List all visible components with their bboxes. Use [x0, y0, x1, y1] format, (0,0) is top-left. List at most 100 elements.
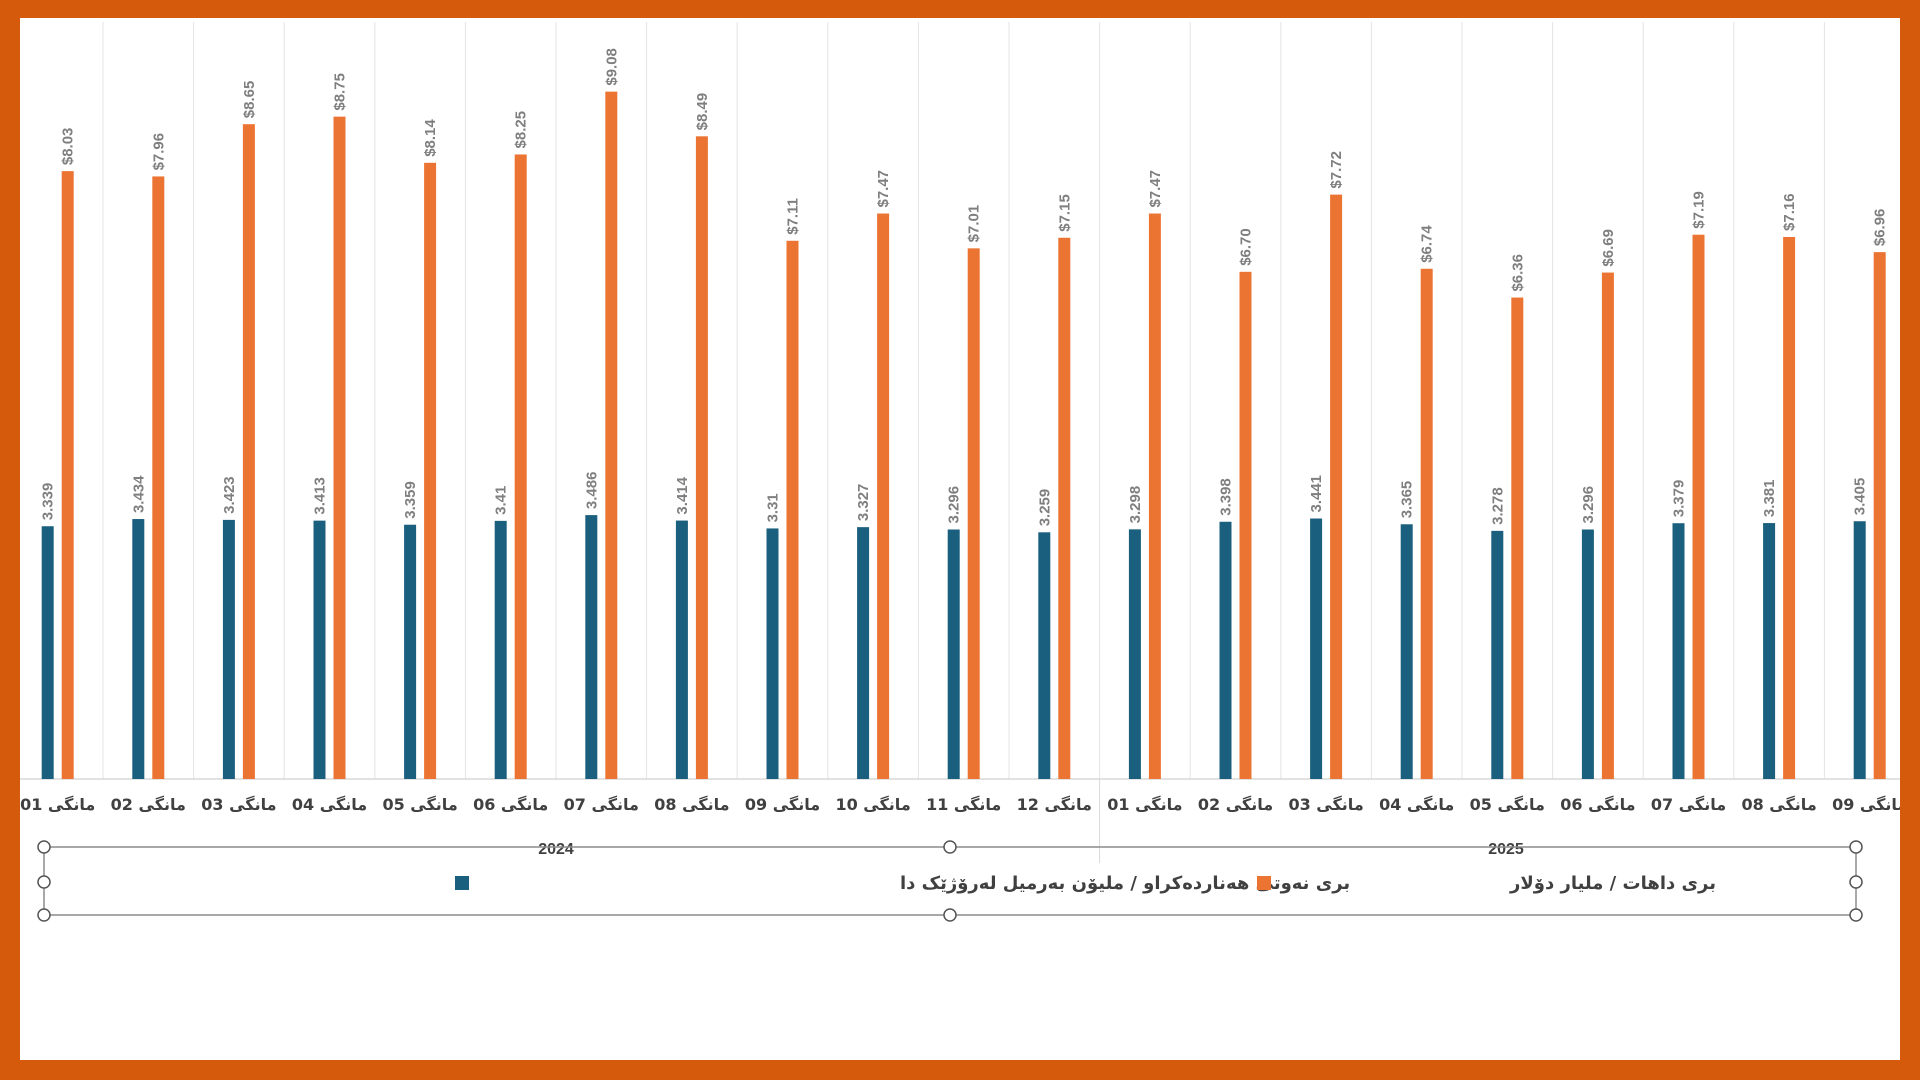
data-label: $8.49	[694, 93, 711, 131]
data-label: 3.414	[674, 476, 691, 514]
bar-oil-export	[1581, 529, 1594, 779]
x-tick-label: مانگی 02	[111, 795, 186, 814]
bar-revenue	[1601, 272, 1614, 779]
data-label: 3.41	[493, 486, 510, 515]
bar-revenue	[242, 124, 255, 779]
x-tick-label: مانگی 08	[654, 795, 729, 814]
x-tick-label: مانگی 01	[1107, 795, 1182, 814]
bar-oil-export	[404, 524, 417, 779]
bar-revenue	[152, 176, 165, 780]
data-label: 3.379	[1671, 480, 1688, 518]
bar-oil-export	[766, 528, 779, 779]
selection-handle[interactable]	[37, 840, 51, 854]
bar-oil-export	[1128, 529, 1141, 779]
legend-swatch	[455, 876, 469, 890]
data-label: $8.25	[513, 111, 530, 149]
data-label: 3.298	[1127, 486, 1144, 524]
data-label: 3.296	[946, 486, 963, 524]
bar-revenue	[424, 162, 437, 779]
x-tick-label: مانگی 03	[1288, 795, 1363, 814]
bar-revenue	[877, 213, 890, 779]
x-tick-label: مانگی 05	[382, 795, 457, 814]
data-label: $8.03	[60, 128, 77, 166]
selection-handle[interactable]	[1849, 908, 1863, 922]
legend-label: بری نەوتی هەناردەکراو / ملیۆن بەرمیل لەر…	[900, 873, 1350, 894]
data-label: $8.65	[241, 81, 258, 119]
bar-oil-export	[41, 526, 54, 779]
year-group-label: 2025	[1488, 841, 1524, 858]
data-label: 3.359	[402, 481, 419, 519]
bar-revenue	[1783, 236, 1796, 779]
data-label: 3.486	[583, 472, 600, 510]
x-tick-label: مانگی 03	[201, 795, 276, 814]
data-label: 3.278	[1489, 487, 1506, 525]
data-label: 3.441	[1308, 475, 1325, 513]
bar-revenue	[333, 116, 346, 779]
data-label: 3.434	[130, 475, 147, 513]
data-label: 3.405	[1852, 478, 1869, 516]
bar-revenue	[1420, 268, 1433, 779]
bar-revenue	[1873, 252, 1886, 780]
selection-handle[interactable]	[943, 908, 957, 922]
data-label: 3.423	[221, 476, 238, 514]
bar-revenue	[1058, 237, 1071, 779]
data-label: $6.70	[1238, 228, 1255, 266]
bar-oil-export	[1853, 521, 1866, 779]
data-label: $7.96	[150, 133, 167, 171]
x-tick-label: مانگی 04	[1379, 795, 1454, 814]
x-tick-label: مانگی 06	[1560, 795, 1635, 814]
bar-oil-export	[313, 520, 326, 779]
x-tick-label: مانگی 05	[1470, 795, 1545, 814]
bar-oil-export	[1763, 523, 1776, 779]
bar-revenue	[1692, 234, 1705, 780]
data-label: $7.72	[1328, 151, 1345, 189]
bar-oil-export	[675, 520, 688, 779]
bar-revenue	[514, 154, 527, 780]
data-label: $7.15	[1056, 194, 1073, 232]
data-label: $9.08	[603, 48, 620, 86]
year-group-label: 2024	[538, 841, 574, 858]
bar-oil-export	[857, 527, 870, 779]
data-label: 3.413	[312, 477, 329, 515]
data-label: $6.96	[1872, 209, 1889, 247]
bar-oil-export	[1219, 521, 1232, 779]
data-label: 3.31	[765, 493, 782, 522]
bar-oil-export	[1038, 532, 1051, 779]
bar-oil-export	[222, 519, 235, 779]
selection-handle[interactable]	[37, 875, 51, 889]
bar-oil-export	[1672, 523, 1685, 779]
bar-oil-export	[1491, 530, 1504, 779]
chart-canvas: 3.339 $8.03 مانگی 01 3.434 $7.96 مانگی 02 3.42…	[20, 18, 1900, 1060]
data-label: $7.19	[1691, 191, 1708, 229]
bar-oil-export	[947, 529, 960, 779]
bar-oil-export	[585, 515, 598, 779]
data-label: 3.398	[1218, 478, 1235, 516]
data-label: $6.36	[1509, 254, 1526, 292]
data-label: 3.296	[1580, 486, 1597, 524]
data-label: $7.47	[1147, 170, 1164, 208]
selection-handle[interactable]	[37, 908, 51, 922]
x-tick-label: مانگی 04	[292, 795, 367, 814]
data-label: $8.75	[332, 73, 349, 111]
x-tick-label: مانگی 08	[1741, 795, 1816, 814]
bar-oil-export	[494, 520, 507, 779]
selection-handle[interactable]	[1849, 875, 1863, 889]
x-tick-label: مانگی 10	[835, 795, 910, 814]
data-label: $7.01	[966, 205, 983, 243]
data-label: $6.69	[1600, 229, 1617, 267]
bar-revenue	[1148, 213, 1161, 779]
legend-label: بری داهات / ملیار دۆلار	[1509, 873, 1716, 894]
selection-handle[interactable]	[943, 840, 957, 854]
data-label: $8.14	[422, 119, 439, 157]
bar-chart: 3.339 $8.03 مانگی 01 3.434 $7.96 مانگی 02 3.42…	[20, 22, 1900, 922]
bar-revenue	[1511, 297, 1524, 779]
data-label: $6.74	[1419, 225, 1436, 263]
bar-revenue	[786, 240, 799, 779]
bar-revenue	[1239, 271, 1252, 779]
bar-revenue	[605, 91, 618, 780]
data-label: 3.259	[1036, 489, 1053, 527]
x-tick-label: مانگی 06	[473, 795, 548, 814]
bar-oil-export	[1310, 518, 1323, 779]
data-label: 3.381	[1761, 480, 1778, 518]
selection-handle[interactable]	[1849, 840, 1863, 854]
